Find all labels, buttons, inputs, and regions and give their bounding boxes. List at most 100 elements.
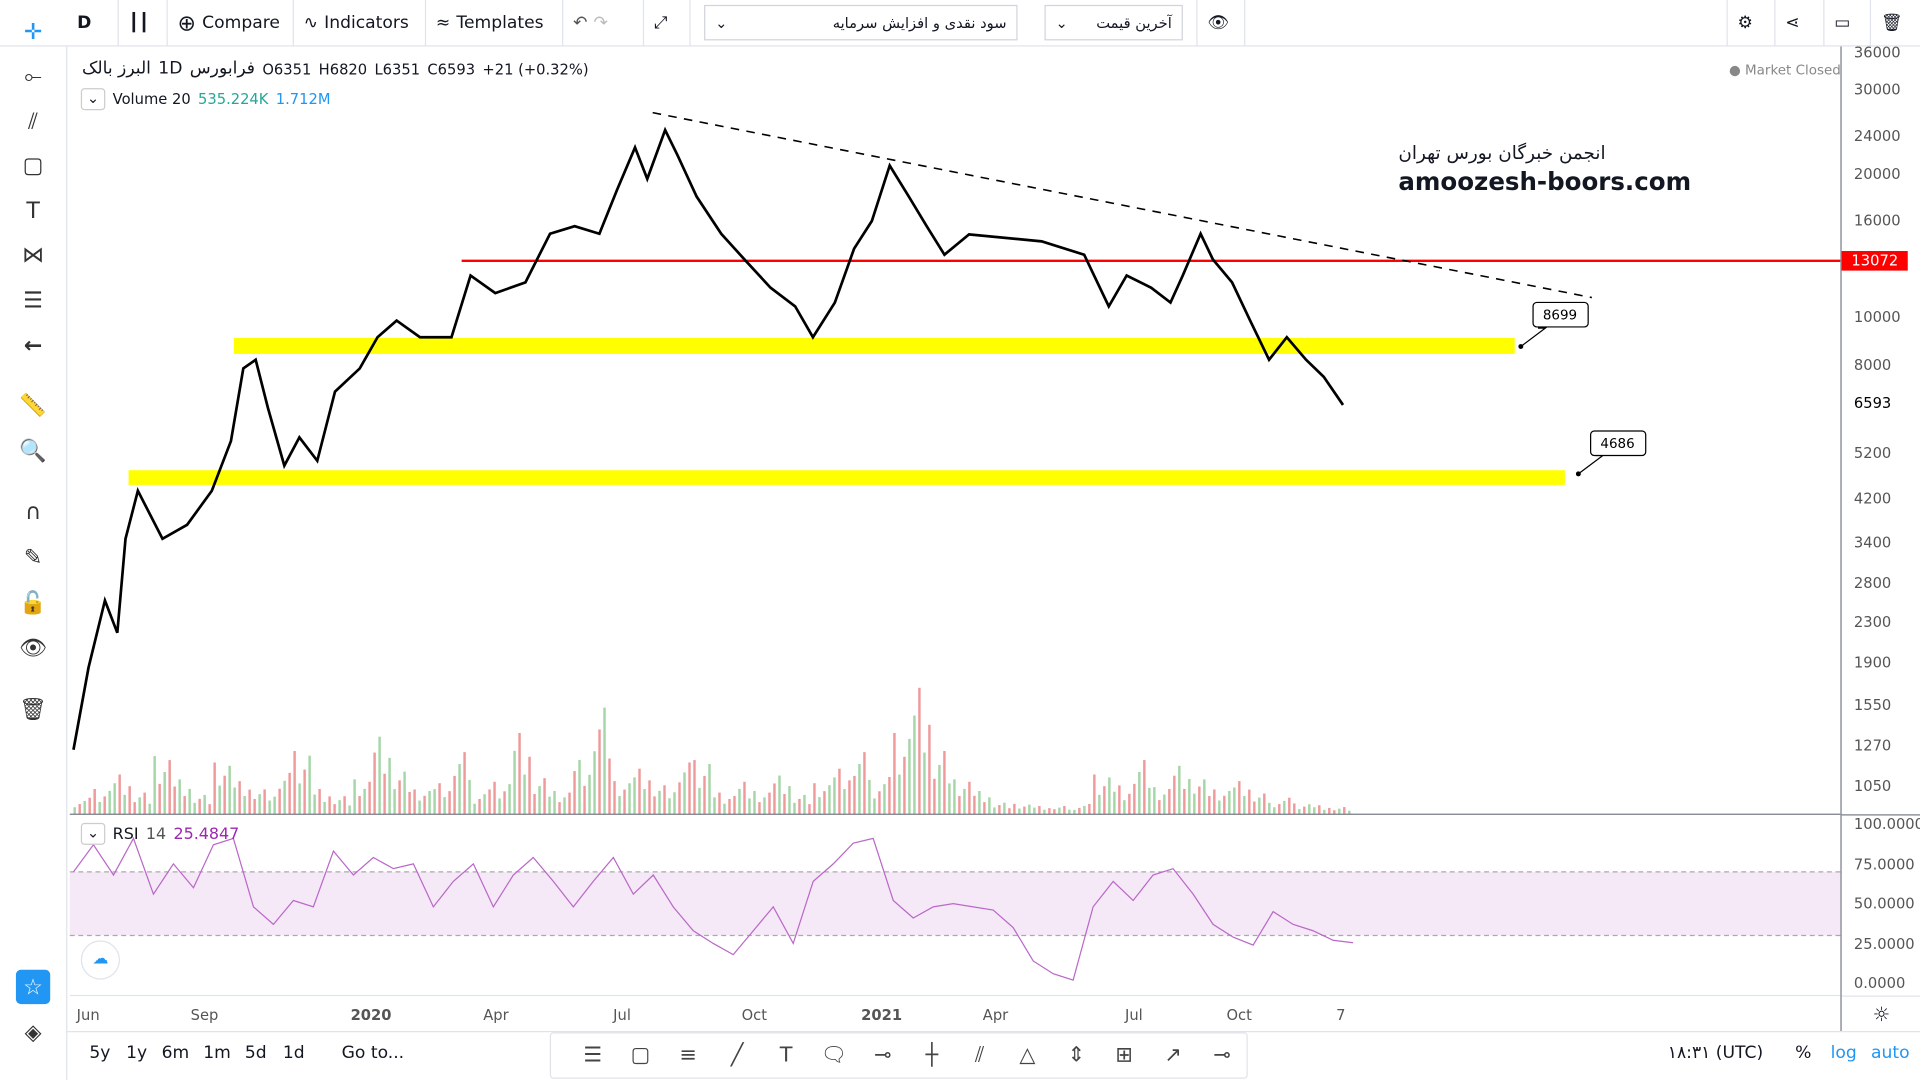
visibility-button[interactable]: 👁 xyxy=(1196,0,1246,47)
volume-bar xyxy=(488,789,491,815)
volume-bar xyxy=(1128,793,1131,815)
volume-bar xyxy=(173,786,176,815)
volume-bar xyxy=(188,788,191,815)
rectangle-icon[interactable]: ▢ xyxy=(630,1043,651,1068)
range-1d-button[interactable]: 1d xyxy=(282,1043,305,1063)
trash-icon[interactable]: 🗑 xyxy=(19,696,48,722)
indicators-label: Indicators xyxy=(324,13,409,34)
layers-icon[interactable]: ◈ xyxy=(24,1019,42,1046)
pattern-icon[interactable]: ⋈ xyxy=(22,241,45,268)
tradingview-logo[interactable]: ☁ xyxy=(80,940,121,980)
triangle-icon[interactable]: △ xyxy=(1019,1043,1036,1068)
volume-bar xyxy=(223,775,226,815)
log-toggle[interactable]: log xyxy=(1830,1043,1857,1063)
volume-bar xyxy=(308,755,311,815)
parallel-lines-icon[interactable]: ☰ xyxy=(583,1043,602,1068)
text-icon[interactable]: T xyxy=(779,1043,793,1068)
volume-bar xyxy=(808,804,811,815)
magnet-icon[interactable]: ∩ xyxy=(24,498,42,525)
interval-button[interactable]: D xyxy=(67,0,119,47)
cross-line-icon[interactable]: ┼ xyxy=(925,1043,939,1068)
lock-icon[interactable]: 🔓 xyxy=(19,589,47,616)
volume-bar xyxy=(618,795,621,815)
volume-bar xyxy=(268,800,271,815)
ohlc-high: H6820 xyxy=(318,61,368,79)
symbol-name[interactable]: البرز بالک xyxy=(82,58,151,79)
collapse-volume-button[interactable]: ⌄ xyxy=(80,88,106,111)
volume-bar xyxy=(533,794,536,815)
prediction-icon[interactable]: ☰ xyxy=(23,287,43,313)
support-zone-upper[interactable] xyxy=(233,337,1515,354)
chart-type-button[interactable]: ┃┃ xyxy=(119,0,168,47)
range-1m-button[interactable]: 1m xyxy=(203,1043,231,1063)
indicators-button[interactable]: ∿ Indicators xyxy=(294,0,427,47)
parallel-channel-icon[interactable]: ⫽ xyxy=(974,1043,985,1068)
compare-button[interactable]: ⊕ Compare xyxy=(168,0,294,47)
redo-icon[interactable]: ↷ xyxy=(593,13,608,34)
auto-toggle[interactable]: auto xyxy=(1871,1043,1910,1063)
ohlc-open: O6351 xyxy=(262,61,312,79)
eye-icon[interactable]: 👁 xyxy=(19,634,48,661)
market-status: ● Market Closed xyxy=(1728,62,1841,79)
rectangle-icon[interactable]: ▢ xyxy=(22,152,44,179)
date-price-range-icon[interactable]: ⊞ xyxy=(1115,1043,1133,1068)
volume-bar xyxy=(198,798,201,815)
fib-icon[interactable]: ≡ xyxy=(679,1043,697,1068)
star-favorites-icon[interactable]: ☆ xyxy=(15,969,51,1005)
dividend-select[interactable]: ⌄ سود نقدی و افزایش سرمایه xyxy=(704,4,1018,41)
range-1y-button[interactable]: 1y xyxy=(126,1043,148,1063)
volume-bar xyxy=(563,797,566,815)
text-icon[interactable]: T xyxy=(26,197,40,224)
share-icon: ⋖ xyxy=(1785,13,1800,34)
callout-8699[interactable]: 8699 xyxy=(1518,301,1589,349)
arrow-icon[interactable]: ↗ xyxy=(1164,1043,1182,1068)
volume-bar xyxy=(793,802,796,815)
volume-bar xyxy=(318,788,321,815)
range-5d-button[interactable]: 5d xyxy=(244,1043,267,1063)
callout-icon[interactable]: 🗨 xyxy=(820,1043,848,1068)
trend-line-tools-icon[interactable]: ⫽ xyxy=(28,108,38,135)
callout-4686[interactable]: 4686 xyxy=(1575,430,1647,477)
volume-bar xyxy=(888,776,891,815)
undo-icon[interactable]: ↶ xyxy=(573,13,588,34)
price-axis[interactable]: 36000 30000 24000 20000 16000 13072 1000… xyxy=(1840,44,1920,1032)
axis-settings-icon[interactable]: ☼ xyxy=(1841,995,1920,1032)
settings-button[interactable]: ⚙ xyxy=(1726,0,1776,47)
symbol-interval: 1D xyxy=(158,58,183,79)
delete-button[interactable]: 🗑 xyxy=(1871,0,1920,47)
rsi-tick: 100.0000 xyxy=(1853,815,1920,833)
share-button[interactable]: ⋖ xyxy=(1776,0,1825,47)
time-tick: 2021 xyxy=(861,1006,903,1024)
crosshair-icon[interactable]: ✛ xyxy=(23,18,43,45)
trend-line[interactable] xyxy=(652,111,1592,299)
price-tick: 20000 xyxy=(1853,165,1901,183)
volume-bar xyxy=(458,764,461,815)
collapse-rsi-button[interactable]: ⌄ xyxy=(80,822,106,845)
support-zone-lower[interactable] xyxy=(128,470,1565,485)
chart-canvas[interactable]: 8699 4686 xyxy=(67,47,1841,1031)
volume-bar xyxy=(393,789,396,815)
price-source-select[interactable]: ⌄ آخرین قیمت xyxy=(1044,4,1183,41)
back-arrow-icon[interactable]: ← xyxy=(23,332,43,359)
templates-button[interactable]: ≈ Templates xyxy=(426,0,564,47)
horizontal-ray-icon[interactable]: ⊸ xyxy=(874,1043,892,1068)
price-tick: 1900 xyxy=(1853,653,1892,672)
clock[interactable]: ۱۸:۳۱ (UTC) xyxy=(1667,1043,1764,1063)
goto-button[interactable]: Go to... xyxy=(341,1043,405,1063)
volume-bar xyxy=(168,760,171,815)
range-6m-button[interactable]: 6m xyxy=(161,1043,190,1063)
range-5y-button[interactable]: 5y xyxy=(89,1043,111,1063)
fullscreen-button[interactable]: ⤢ xyxy=(644,0,691,47)
volume-bar xyxy=(1113,791,1116,815)
price-range-icon[interactable]: ⇕ xyxy=(1067,1043,1086,1068)
trend-line-icon[interactable]: ╱ xyxy=(730,1043,744,1068)
ruler-icon[interactable]: 📏 xyxy=(19,392,47,419)
horizontal-line-icon[interactable]: ⊸ xyxy=(1213,1043,1231,1068)
zoom-in-icon[interactable]: 🔍 xyxy=(19,437,47,464)
horizontal-line-icon[interactable]: ⟜ xyxy=(24,63,42,89)
rsi-series xyxy=(72,836,1354,981)
snapshot-button[interactable]: ▭ xyxy=(1824,0,1872,47)
lock-drawing-icon[interactable]: ✎ xyxy=(23,544,43,571)
volume-bar xyxy=(1158,800,1161,815)
percent-toggle[interactable]: % xyxy=(1795,1043,1812,1063)
